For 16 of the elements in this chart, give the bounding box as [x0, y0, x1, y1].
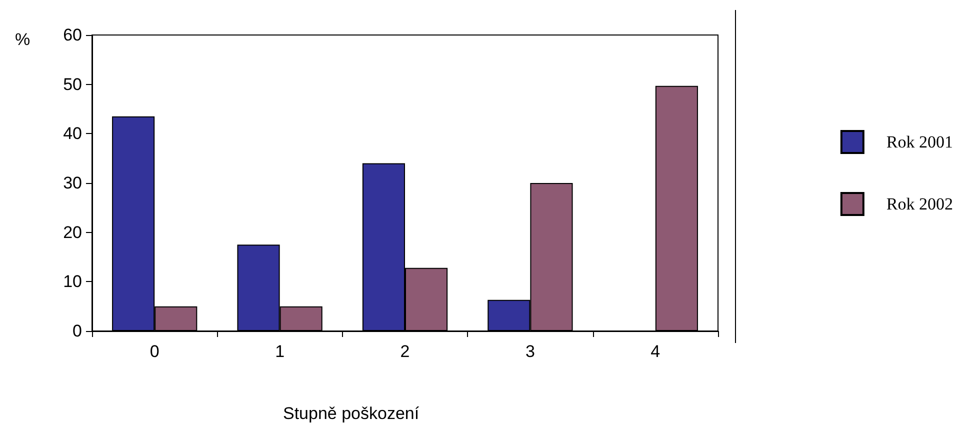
- legend-label: Rok 2001: [886, 132, 954, 152]
- x-axis-title: Stupně poškození: [283, 404, 420, 423]
- y-tick-label: 40: [63, 124, 82, 144]
- legend-label: Rok 2002: [886, 194, 954, 214]
- y-tick-label: 20: [63, 222, 82, 242]
- x-tick-label: 0: [150, 342, 160, 361]
- x-tick-label: 1: [275, 342, 285, 361]
- y-tick-label: 50: [63, 74, 82, 94]
- y-axis-title: %: [15, 30, 30, 49]
- x-tick-label: 3: [525, 342, 535, 361]
- x-tick-label: 2: [400, 342, 410, 361]
- y-tick-label: 60: [63, 26, 82, 44]
- y-tick-label: 0: [72, 322, 82, 340]
- y-tick-label: 30: [63, 174, 82, 192]
- x-tick-label: 4: [650, 342, 660, 361]
- y-tick-label: 10: [63, 272, 82, 292]
